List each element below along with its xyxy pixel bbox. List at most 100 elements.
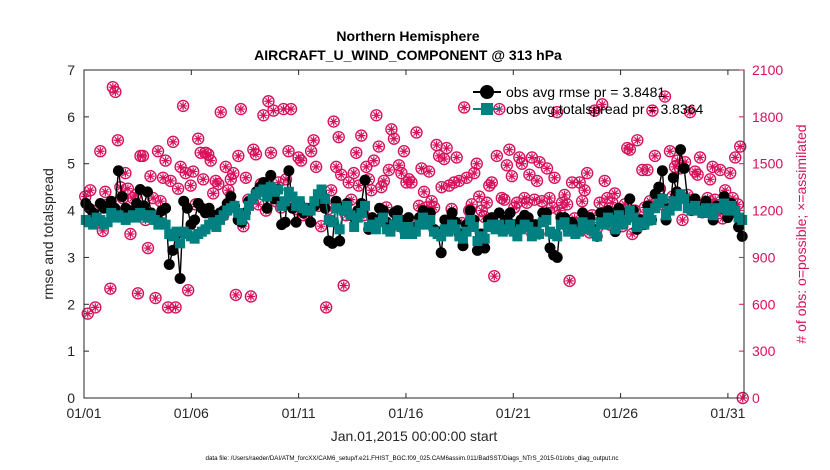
obs-possible-marker: [417, 185, 431, 199]
rmse-series-point: [305, 216, 317, 228]
obs-assimilated-marker: [279, 104, 288, 114]
obs-assimilated-marker: [705, 175, 715, 184]
totalspread-series-point: [262, 191, 273, 202]
obs-assimilated-marker: [505, 145, 514, 154]
obs-assimilated-marker: [490, 271, 499, 281]
totalspread-series-point: [577, 217, 588, 228]
obs-possible-marker: [84, 184, 97, 197]
legend: obs avg rmse pr = 3.8481 obs avg totalsp…: [473, 84, 704, 117]
obs-count-point: [372, 140, 386, 153]
obs-count-point: [244, 290, 258, 303]
obs-assimilated-marker: [437, 182, 446, 192]
obs-assimilated-marker: [176, 162, 185, 172]
obs-count-point: [377, 174, 391, 188]
obs-assimilated-marker: [470, 168, 479, 178]
obs-count-point: [179, 166, 192, 180]
obs-count-point: [284, 102, 298, 116]
obs-count-point: [490, 149, 504, 163]
obs-count-point: [104, 282, 117, 295]
obs-possible-marker: [452, 174, 466, 188]
obs-assimilated-marker: [502, 161, 512, 170]
obs-count-point: [515, 157, 529, 170]
obs-assimilated-marker: [715, 165, 725, 175]
obs-count-point: [422, 165, 436, 178]
obs-possible-marker: [457, 101, 471, 114]
obs-count-point: [646, 104, 659, 117]
obs-assimilated-marker: [708, 162, 717, 172]
obs-assimilated-marker: [339, 281, 348, 290]
obs-count-point: [500, 159, 514, 172]
obs-possible-marker: [425, 194, 438, 208]
obs-assimilated-marker: [156, 197, 165, 206]
obs-count-point: [181, 284, 195, 297]
obs-assimilated-marker: [555, 206, 564, 215]
obs-count-point: [598, 174, 611, 188]
obs-assimilated-marker: [384, 165, 394, 175]
obs-assimilated-marker: [309, 136, 318, 145]
obs-assimilated-marker: [648, 106, 657, 115]
obs-count-point: [184, 179, 197, 192]
obs-possible-marker: [473, 190, 486, 203]
x-tick-label: 01/21: [496, 405, 531, 421]
obs-assimilated-marker: [397, 168, 406, 178]
obs-assimilated-marker: [462, 173, 471, 182]
obs-possible-marker: [480, 196, 493, 209]
obs-count-point: [405, 176, 418, 189]
totalspread-series-point: [316, 184, 327, 195]
obs-count-point: [505, 170, 519, 183]
obs-possible-marker: [309, 160, 323, 174]
obs-assimilated-marker: [151, 293, 160, 303]
obs-possible-marker: [191, 132, 205, 145]
obs-assimilated-marker: [429, 203, 439, 212]
obs-count-point: [575, 194, 589, 208]
obs-assimilated-marker: [577, 197, 587, 206]
obs-assimilated-marker: [204, 150, 213, 159]
obs-assimilated-marker: [547, 203, 557, 212]
obs-possible-marker: [468, 166, 481, 180]
obs-assimilated-marker: [357, 131, 366, 140]
obs-possible-marker: [641, 163, 654, 177]
obs-count-point: [335, 168, 348, 181]
obs-count-point: [513, 151, 526, 164]
obs-assimilated-marker: [221, 162, 230, 172]
totalspread-series-point: [443, 226, 454, 237]
obs-count-point: [89, 301, 102, 314]
obs-assimilated-marker: [168, 137, 178, 147]
totalspread-series-point: [403, 221, 414, 232]
obs-possible-marker: [691, 168, 704, 181]
totalspread-series-point: [414, 219, 425, 230]
obs-possible-marker: [81, 307, 94, 320]
obs-count-point: [347, 166, 360, 180]
obs-count-point: [435, 180, 448, 194]
obs-possible-marker: [495, 191, 509, 205]
obs-count-point: [503, 143, 516, 156]
obs-count-point: [530, 174, 544, 188]
rmse-series-point: [736, 230, 748, 242]
obs-assimilated-marker: [562, 200, 572, 209]
obs-possible-marker: [588, 104, 601, 117]
totalspread-series-point: [360, 200, 371, 211]
rmse-series-point: [435, 247, 447, 259]
totalspread-series-point: [240, 210, 251, 221]
obs-count-point: [387, 132, 401, 145]
totalspread-series-point: [385, 226, 396, 237]
obs-possible-marker: [550, 105, 564, 119]
obs-assimilated-marker: [206, 156, 215, 165]
obs-assimilated-marker: [477, 206, 486, 215]
obs-possible-marker: [111, 134, 125, 147]
obs-assimilated-marker: [678, 215, 687, 225]
obs-assimilated-marker: [728, 193, 737, 203]
y2-tick-label: 1200: [752, 203, 783, 219]
obs-count-point: [470, 157, 483, 170]
obs-possible-marker: [382, 163, 396, 177]
obs-possible-marker: [500, 159, 514, 172]
obs-possible-marker: [405, 176, 418, 189]
totalspread-series-point: [327, 217, 338, 228]
rmse-series-point: [392, 205, 404, 217]
totalspread-series-point: [461, 226, 472, 237]
obs-assimilated-marker: [374, 142, 384, 151]
totalspread-series-point: [541, 214, 552, 225]
obs-count-point: [548, 171, 561, 184]
obs-count-point: [520, 196, 534, 209]
totalspread-series-point: [671, 200, 682, 211]
